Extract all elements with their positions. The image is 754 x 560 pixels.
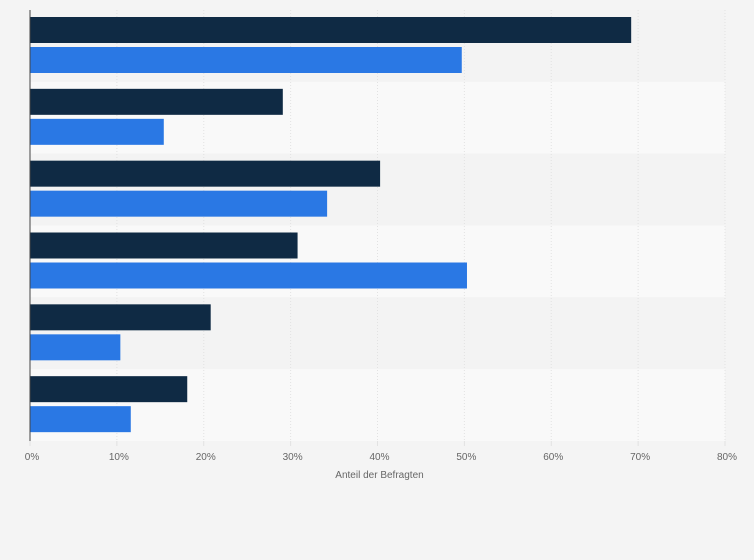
x-tick-label-80: 80% [717, 452, 737, 463]
x-tick-label-20: 20% [196, 452, 216, 463]
x-tick-label-50: 50% [456, 452, 476, 463]
x-tick-label-10: 10% [109, 452, 129, 463]
x-tick-label-0: 0% [25, 452, 40, 463]
x-tick-label-40: 40% [369, 452, 389, 463]
bar-cat0-series0 [30, 17, 632, 43]
bar-cat5-series0 [30, 376, 188, 403]
bars [30, 17, 632, 433]
x-tick-label-60: 60% [543, 452, 563, 463]
bar-cat1-series1 [30, 118, 164, 145]
bar-cat1-series0 [30, 88, 283, 115]
bar-cat4-series1 [30, 334, 121, 361]
x-tick-label-70: 70% [630, 452, 650, 463]
x-tick-labels: 0% 10% 20% 30% 40% 50% 60% 70% 80% [25, 452, 737, 463]
bar-cat0-series1 [30, 47, 462, 73]
category-bands [30, 10, 725, 441]
bar-cat4-series0 [30, 304, 211, 331]
x-axis-title: Anteil der Befragten [335, 470, 423, 481]
x-tick-label-30: 30% [283, 452, 303, 463]
bar-cat3-series0 [30, 232, 298, 259]
bar-cat3-series1 [30, 262, 467, 289]
gridlines [29, 10, 726, 446]
bar-cat5-series1 [30, 406, 131, 433]
bar-cat2-series0 [30, 160, 381, 187]
bar-cat2-series1 [30, 190, 328, 217]
